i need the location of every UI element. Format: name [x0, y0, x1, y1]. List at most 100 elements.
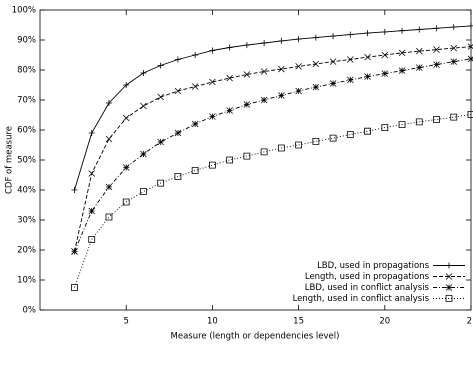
marker: [226, 107, 233, 114]
marker: [105, 100, 112, 106]
marker: [71, 248, 78, 255]
marker: [122, 114, 130, 122]
marker: [88, 130, 95, 136]
marker: [278, 65, 285, 73]
marker: [174, 56, 181, 63]
legend-marker: [446, 262, 452, 269]
marker: [450, 24, 457, 31]
marker: [416, 26, 423, 33]
marker: [243, 71, 251, 78]
marker: [415, 118, 423, 126]
marker: [381, 51, 389, 59]
marker: [329, 80, 337, 87]
marker: [226, 156, 234, 164]
marker: [88, 207, 96, 215]
marker: [191, 120, 199, 128]
marker: [174, 129, 182, 137]
legend-label: Length, used in propagations: [305, 272, 430, 282]
marker: [209, 113, 216, 120]
marker: [174, 87, 182, 95]
y-tick-label: 60%: [17, 126, 36, 136]
marker: [278, 37, 285, 44]
y-tick-label: 90%: [17, 36, 36, 46]
marker: [105, 135, 113, 143]
marker: [433, 25, 440, 32]
marker: [122, 164, 130, 171]
marker: [329, 134, 337, 142]
marker: [243, 42, 250, 49]
marker: [295, 87, 302, 95]
marker: [399, 27, 406, 34]
marker: [278, 92, 285, 99]
x-axis-label: Measure (length or dependencies level): [171, 332, 340, 342]
legend-marker: [445, 295, 453, 302]
marker: [347, 76, 354, 84]
marker: [346, 131, 354, 138]
marker: [295, 36, 302, 43]
marker: [312, 83, 320, 91]
x-tick-label: 2: [467, 317, 472, 327]
marker: [140, 102, 147, 110]
marker: [157, 93, 164, 101]
marker: [364, 53, 371, 61]
marker: [398, 121, 406, 128]
marker: [277, 144, 285, 152]
marker: [71, 187, 78, 193]
marker: [71, 284, 78, 291]
marker: [364, 127, 371, 135]
marker: [295, 141, 302, 149]
y-tick-label: 20%: [17, 246, 36, 256]
marker: [330, 33, 337, 40]
marker: [381, 28, 388, 35]
marker: [140, 150, 147, 158]
y-tick-label: 40%: [17, 186, 36, 196]
marker: [192, 52, 199, 58]
marker: [122, 198, 130, 206]
x-tick-label: 15: [293, 317, 304, 327]
marker: [468, 22, 473, 29]
marker: [415, 64, 423, 71]
marker: [450, 58, 458, 65]
marker: [381, 70, 389, 77]
marker: [433, 116, 440, 123]
y-tick-label: 50%: [17, 156, 36, 166]
marker: [123, 82, 130, 88]
legend-label: Length, used in conflict analysis: [293, 294, 430, 304]
x-tick-label: 20: [379, 317, 390, 327]
legend-label: LBD, used in conflict analysis: [305, 283, 430, 293]
marker: [467, 111, 473, 118]
marker: [433, 46, 440, 53]
y-tick-label: 100%: [12, 6, 36, 16]
marker: [364, 73, 371, 80]
marker: [243, 152, 251, 160]
marker: [209, 78, 216, 86]
marker: [88, 236, 96, 243]
marker: [157, 179, 165, 187]
y-tick-label: 0%: [23, 306, 37, 316]
marker: [398, 67, 406, 74]
marker: [226, 44, 233, 51]
marker: [467, 43, 473, 50]
marker: [364, 30, 371, 37]
marker: [88, 170, 96, 177]
marker: [174, 173, 182, 180]
marker: [157, 62, 164, 69]
marker: [329, 58, 337, 65]
marker: [209, 161, 216, 169]
marker: [450, 113, 458, 121]
legend-marker: [445, 273, 453, 280]
marker: [347, 56, 354, 63]
series-line: [74, 46, 472, 252]
series-line: [74, 58, 472, 252]
marker: [312, 34, 319, 41]
y-tick-label: 80%: [17, 66, 36, 76]
marker: [105, 213, 113, 221]
marker: [433, 61, 440, 68]
marker: [312, 60, 320, 68]
x-tick-label: 10: [207, 317, 218, 327]
marker: [260, 96, 268, 104]
marker: [381, 124, 389, 131]
marker: [140, 70, 147, 76]
